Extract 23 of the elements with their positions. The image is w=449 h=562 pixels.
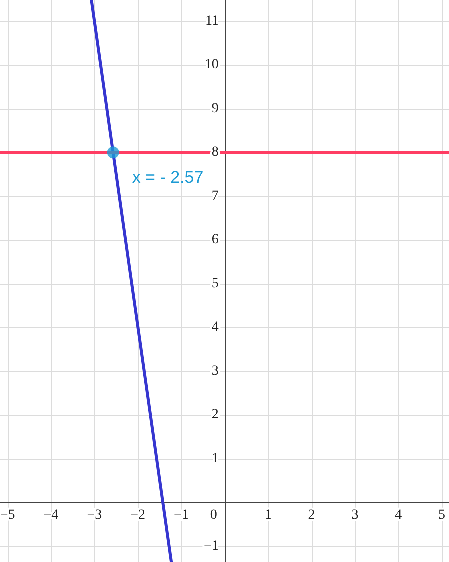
x-tick-label: 2 bbox=[308, 508, 316, 524]
x-tick-label: −4 bbox=[44, 508, 59, 524]
y-tick-label: 1 bbox=[212, 451, 219, 466]
y-tick-label: 5 bbox=[212, 276, 219, 292]
x-tick-label: −3 bbox=[87, 508, 102, 524]
x-tick-label: 4 bbox=[395, 508, 402, 524]
y-tick-label: 7 bbox=[212, 188, 219, 204]
y-tick-label: 9 bbox=[212, 101, 219, 116]
y-tick-label: −1 bbox=[204, 538, 219, 554]
y-tick-label: 4 bbox=[212, 320, 219, 336]
x-tick-label: −1 bbox=[174, 508, 189, 524]
x-tick-label: 5 bbox=[438, 508, 446, 524]
y-tick-label: 10 bbox=[204, 58, 219, 73]
x-tick-label: −2 bbox=[130, 508, 146, 524]
annotation: x = - 2.57 bbox=[132, 168, 204, 188]
y-tick-label: 3 bbox=[212, 364, 219, 379]
y-tick-label: 2 bbox=[212, 408, 219, 423]
x-tick-label: 1 bbox=[264, 508, 272, 524]
y-tick-label: 11 bbox=[205, 14, 219, 29]
x-tick-label: 3 bbox=[352, 508, 359, 524]
y-tick-label: 6 bbox=[212, 232, 219, 248]
x-tick-label: −5 bbox=[0, 508, 16, 524]
x-tick-label: 0 bbox=[210, 508, 218, 524]
